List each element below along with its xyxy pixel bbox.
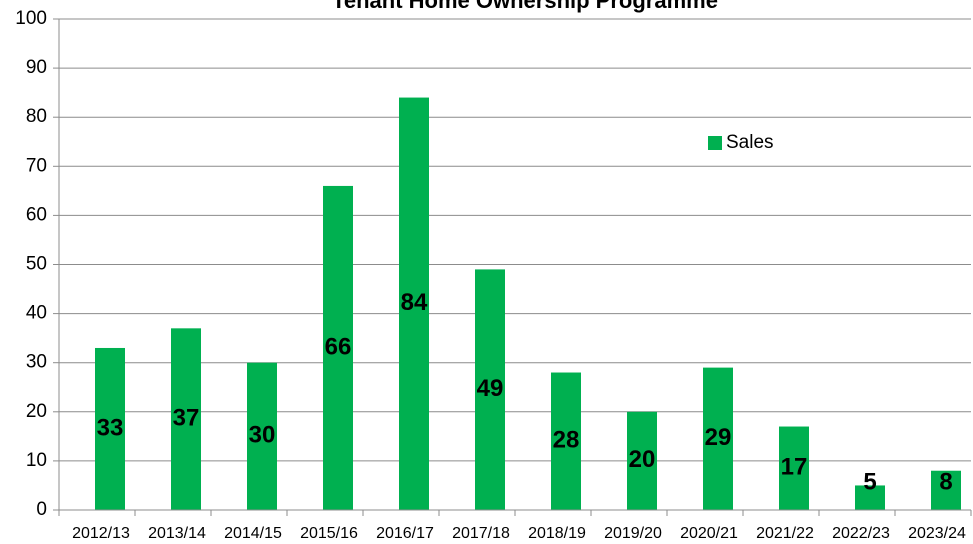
y-tick-label: 0 bbox=[36, 499, 47, 520]
y-tick-label: 100 bbox=[15, 8, 47, 29]
x-tick-label: 2020/21 bbox=[680, 525, 738, 542]
bar bbox=[323, 185, 353, 510]
data-label: 5 bbox=[863, 468, 876, 495]
y-tick-label: 60 bbox=[26, 204, 47, 225]
bar bbox=[171, 328, 201, 510]
y-tick-label: 40 bbox=[26, 303, 47, 324]
data-label: 49 bbox=[477, 375, 504, 402]
y-tick-label: 50 bbox=[26, 254, 47, 275]
x-tick-label: 2012/13 bbox=[72, 525, 130, 542]
data-label: 17 bbox=[781, 454, 808, 481]
bar bbox=[95, 347, 125, 510]
bar bbox=[931, 470, 961, 510]
chart-title: Tenant Home Ownership Programme bbox=[332, 0, 718, 13]
x-tick-label: 2014/15 bbox=[224, 525, 282, 542]
y-tick-label: 90 bbox=[26, 57, 47, 78]
y-tick-label: 30 bbox=[26, 352, 47, 373]
data-label: 20 bbox=[629, 446, 656, 473]
x-tick-label: 2013/14 bbox=[148, 525, 206, 542]
bar bbox=[475, 269, 505, 510]
data-label: 8 bbox=[939, 468, 952, 495]
y-tick-label: 80 bbox=[26, 106, 47, 127]
y-tick-label: 10 bbox=[26, 450, 47, 471]
x-tick-label: 2018/19 bbox=[528, 525, 586, 542]
bar bbox=[855, 485, 885, 510]
y-tick-label: 70 bbox=[26, 155, 47, 176]
x-tick-label: 2019/20 bbox=[604, 525, 662, 542]
data-label: 66 bbox=[325, 333, 352, 360]
bar bbox=[399, 97, 429, 510]
data-label: 29 bbox=[705, 424, 732, 451]
data-label: 30 bbox=[249, 422, 276, 449]
bar bbox=[703, 367, 733, 510]
data-label: 28 bbox=[553, 427, 580, 454]
x-tick-label: 2021/22 bbox=[756, 525, 814, 542]
data-label: 84 bbox=[401, 289, 428, 316]
legend-label: Sales bbox=[726, 132, 774, 153]
bar bbox=[247, 362, 277, 510]
x-tick-label: 2022/23 bbox=[832, 525, 890, 542]
bar bbox=[551, 372, 581, 510]
legend-swatch bbox=[708, 136, 722, 150]
x-tick-label: 2016/17 bbox=[376, 525, 434, 542]
y-tick-label: 20 bbox=[26, 401, 47, 422]
x-tick-label: 2023/24 bbox=[908, 525, 966, 542]
bar bbox=[627, 411, 657, 510]
data-label: 33 bbox=[97, 414, 124, 441]
x-tick-label: 2015/16 bbox=[300, 525, 358, 542]
x-tick-label: 2017/18 bbox=[452, 525, 510, 542]
data-label: 37 bbox=[173, 405, 200, 432]
bar bbox=[779, 426, 809, 510]
